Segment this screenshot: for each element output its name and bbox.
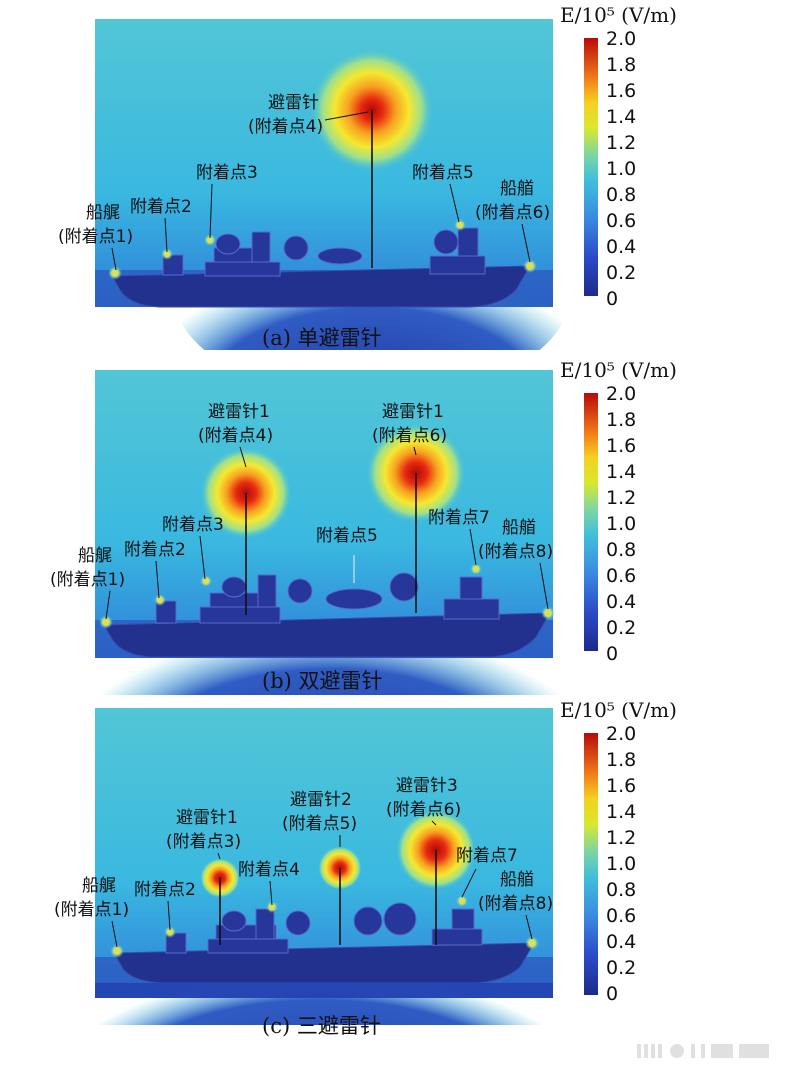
label-point-5: 附着点5 (316, 526, 378, 546)
label-stern: 船艉 (82, 876, 116, 896)
svg-text:1.4: 1.4 (606, 106, 636, 128)
label-point-4: 附着点4 (238, 860, 300, 880)
svg-text:0.6: 0.6 (606, 210, 636, 232)
colorbar-ticks: 2.0 1.8 1.6 1.4 1.2 1.0 0.8 0.6 0.4 0.2 … (606, 28, 636, 310)
label-point-7: 附着点7 (428, 508, 490, 528)
svg-text:0.8: 0.8 (606, 879, 636, 901)
svg-text:2.0: 2.0 (606, 383, 636, 405)
label-bow-point: (附着点6) (475, 203, 550, 223)
svg-text:0.4: 0.4 (606, 591, 636, 613)
label-point-2: 附着点2 (134, 880, 196, 900)
colorbar (584, 38, 598, 296)
ship-superstructure (165, 902, 483, 954)
rod-2-point-label: (附着点5) (282, 814, 357, 834)
label-point-3: 附着点3 (162, 515, 224, 535)
rod-1-label: 避雷针1 (208, 402, 270, 422)
svg-text:1.0: 1.0 (606, 158, 636, 180)
rod-2-point-label: (附着点6) (372, 426, 447, 446)
label-point-5: 附着点5 (412, 163, 474, 183)
label-point-2: 附着点2 (130, 197, 192, 217)
svg-text:0.4: 0.4 (606, 236, 636, 258)
caption-c: (c) 三避雷针 (262, 1014, 381, 1038)
panel-b: 避雷针1 (附着点4) 避雷针1 (附着点6) 船艉 (附着点1) 附着点2 附… (0, 355, 801, 695)
ship-hull (103, 612, 551, 658)
svg-text:1.6: 1.6 (606, 775, 636, 797)
rod-label: 避雷针 (268, 93, 319, 113)
label-stern: 船艉 (78, 546, 112, 566)
colorbar (584, 393, 598, 651)
label-bow-point: (附着点8) (478, 542, 553, 562)
label-bow: 船艏 (500, 179, 534, 199)
svg-text:0.8: 0.8 (606, 184, 636, 206)
svg-text:1.4: 1.4 (606, 461, 636, 483)
label-point-7: 附着点7 (456, 846, 518, 866)
svg-text:1.6: 1.6 (606, 435, 636, 457)
svg-text:0.2: 0.2 (606, 957, 636, 979)
panel-a-figure: 避雷针 (附着点4) 船艉 (附着点1) 附着点2 附着点3 附着点5 船艏 (… (58, 3, 677, 350)
svg-text:0.6: 0.6 (606, 905, 636, 927)
colorbar-unit: E/10⁵ (V/m) (560, 358, 677, 382)
rod-1-label: 避雷针1 (176, 808, 238, 828)
label-stern-point: (附着点1) (54, 900, 129, 920)
watermark-logo-icon (637, 1044, 769, 1058)
svg-text:0.8: 0.8 (606, 539, 636, 561)
svg-text:1.6: 1.6 (606, 80, 636, 102)
rod-2-label: 避雷针2 (290, 790, 352, 810)
panel-b-figure: 避雷针1 (附着点4) 避雷针1 (附着点6) 船艉 (附着点1) 附着点2 附… (50, 358, 677, 695)
rod-3-label: 避雷针3 (396, 776, 458, 796)
svg-text:0.4: 0.4 (606, 931, 636, 953)
svg-text:1.0: 1.0 (606, 513, 636, 535)
svg-text:0: 0 (606, 643, 618, 665)
svg-text:1.8: 1.8 (606, 409, 636, 431)
colorbar-unit: E/10⁵ (V/m) (560, 698, 677, 722)
label-bow: 船艏 (502, 518, 536, 538)
svg-text:1.4: 1.4 (606, 801, 636, 823)
svg-text:1.0: 1.0 (606, 853, 636, 875)
ship-superstructure (155, 572, 500, 624)
svg-text:0.2: 0.2 (606, 617, 636, 639)
svg-text:1.2: 1.2 (606, 132, 636, 154)
svg-text:2.0: 2.0 (606, 723, 636, 745)
svg-text:1.8: 1.8 (606, 749, 636, 771)
caption-b: (b) 双避雷针 (262, 669, 383, 693)
ship-superstructure (162, 227, 486, 277)
panel-c: 避雷针1 (附着点3) 避雷针2 (附着点5) 避雷针3 (附着点6) 船艉 (… (0, 695, 801, 1025)
svg-text:0.2: 0.2 (606, 262, 636, 284)
rod-3-point-label: (附着点6) (386, 800, 461, 820)
panel-a: 避雷针 (附着点4) 船艉 (附着点1) 附着点2 附着点3 附着点5 船艏 (… (0, 0, 801, 350)
label-stern-point: (附着点1) (58, 227, 133, 247)
label-bow-point: (附着点8) (478, 894, 553, 914)
label-stern: 船艉 (86, 203, 120, 223)
rod-2-label: 避雷针1 (382, 402, 444, 422)
colorbar-ticks: 2.0 1.8 1.6 1.4 1.2 1.0 0.8 0.6 0.4 0.2 … (606, 723, 636, 1005)
svg-text:0.6: 0.6 (606, 565, 636, 587)
svg-text:1.2: 1.2 (606, 487, 636, 509)
panel-c-figure: 避雷针1 (附着点3) 避雷针2 (附着点5) 避雷针3 (附着点6) 船艉 (… (54, 698, 677, 1025)
label-stern-point: (附着点1) (50, 570, 125, 590)
svg-text:0: 0 (606, 288, 618, 310)
caption-a: (a) 单避雷针 (262, 326, 382, 350)
svg-text:1.2: 1.2 (606, 827, 636, 849)
colorbar-ticks: 2.0 1.8 1.6 1.4 1.2 1.0 0.8 0.6 0.4 0.2 … (606, 383, 636, 665)
svg-text:1.8: 1.8 (606, 54, 636, 76)
label-point-3: 附着点3 (196, 163, 258, 183)
label-point-2: 附着点2 (124, 540, 186, 560)
colorbar (584, 733, 598, 995)
rod-1-point-label: (附着点4) (198, 426, 273, 446)
colorbar-unit: E/10⁵ (V/m) (560, 3, 677, 27)
label-bow: 船艏 (500, 870, 534, 890)
svg-text:2.0: 2.0 (606, 28, 636, 50)
rod-point-label: (附着点4) (248, 117, 323, 137)
rod-1-point-label: (附着点3) (166, 832, 241, 852)
svg-text:0: 0 (606, 983, 618, 1005)
